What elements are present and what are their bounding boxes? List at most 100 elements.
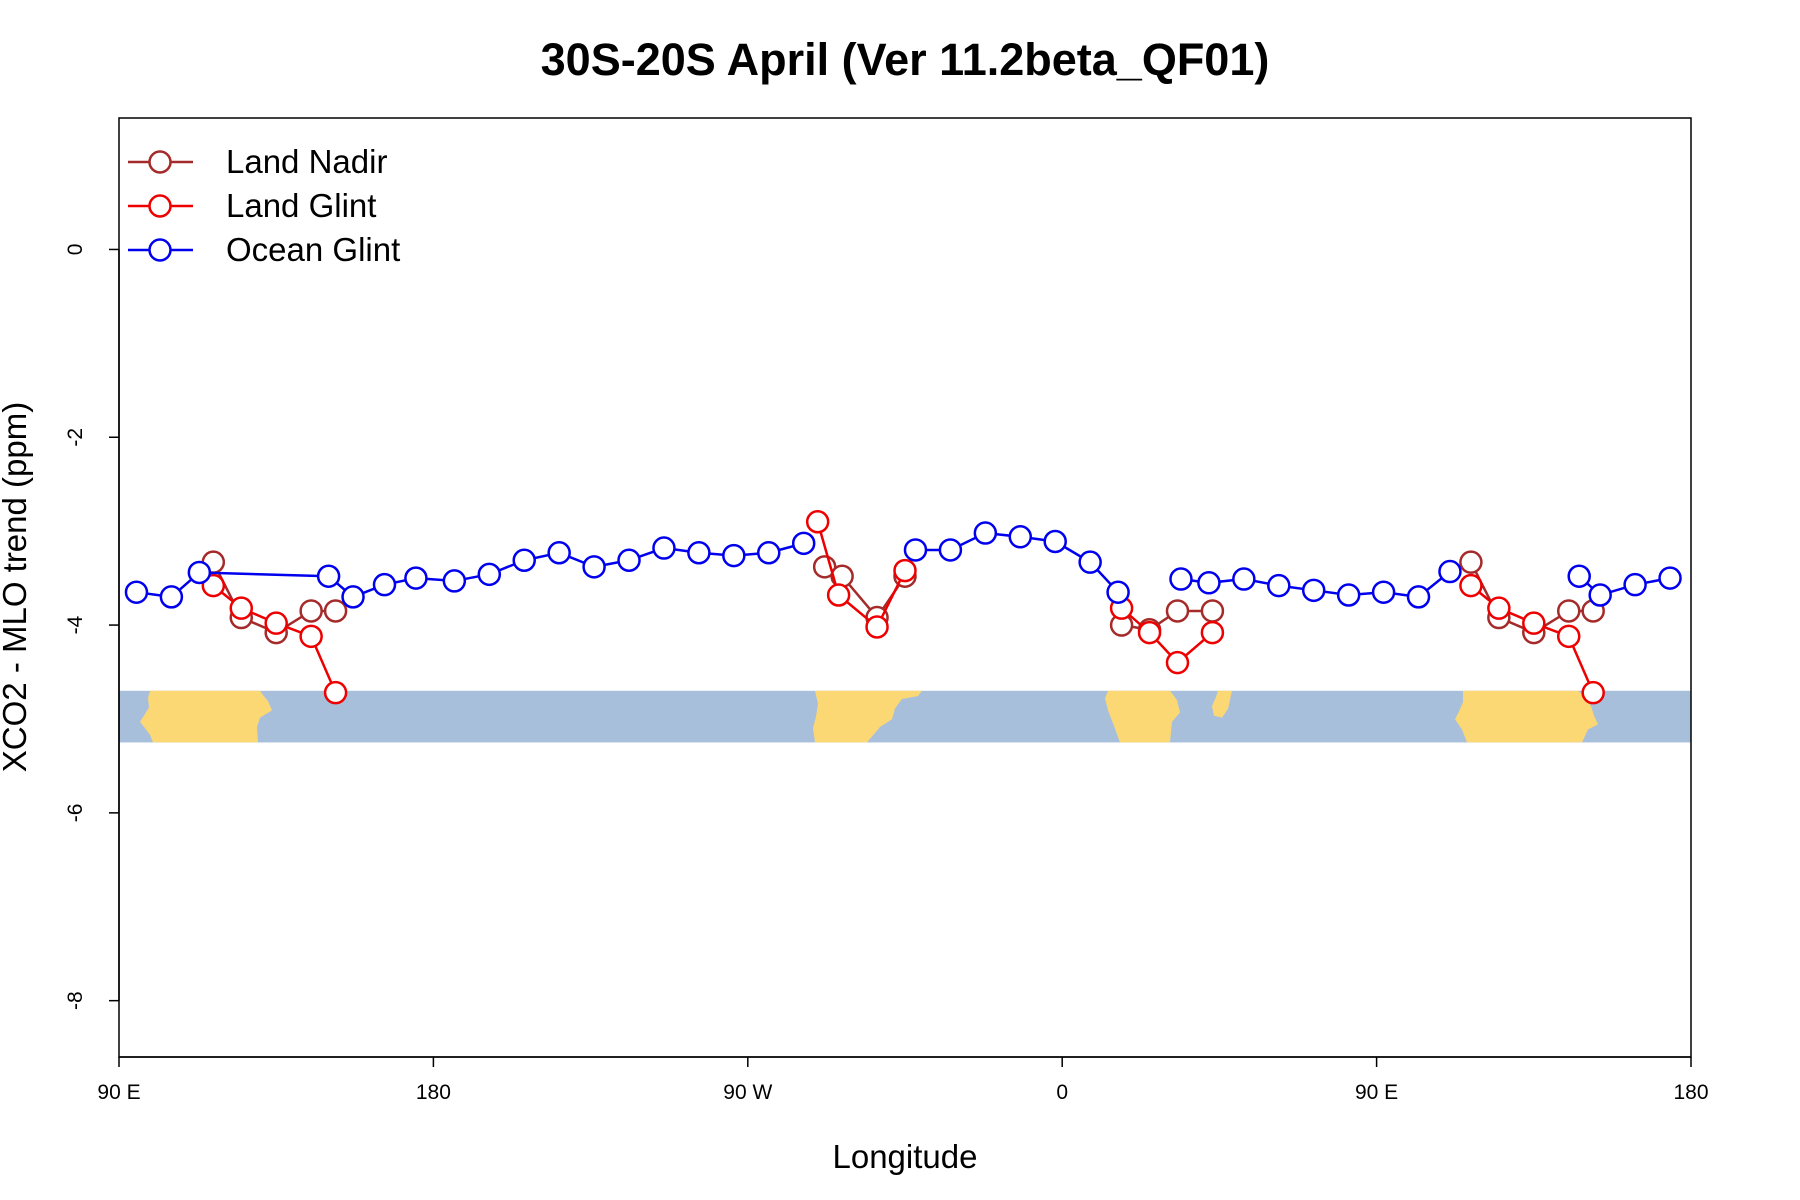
ocean-glint-point [652, 536, 676, 560]
ocean-glint-point [938, 538, 963, 562]
ocean-glint-point [187, 560, 212, 585]
ocean-glint-point [1197, 571, 1221, 595]
ocean-glint-point [903, 538, 928, 562]
legend-marker [148, 194, 172, 218]
ocean-glint-point [124, 580, 149, 604]
ocean-glint-point [1043, 529, 1067, 554]
series-land-glint [201, 510, 1605, 705]
land-glint-point [1137, 620, 1162, 645]
legend-label: Ocean Glint [226, 231, 400, 268]
ocean-glint-point [512, 548, 536, 573]
ocean-glint-point [316, 564, 341, 588]
land-nadir-point [1165, 599, 1190, 623]
ocean-glint-point [547, 541, 571, 565]
ocean-glint-point [159, 585, 184, 609]
legend-marker [148, 238, 172, 262]
land-shape [1105, 690, 1180, 743]
legend-item-ocean-glint: Ocean Glint [128, 231, 400, 268]
legend: Land Nadir Land Glint Ocean Glint [128, 143, 400, 268]
x-tick-label: 90 E [1355, 1081, 1398, 1104]
land-nadir-point [1459, 550, 1483, 574]
ocean-glint-point [1232, 567, 1256, 591]
ocean-band [119, 690, 1691, 743]
ocean-glint-point [1106, 580, 1130, 604]
land-glint-line [816, 521, 907, 629]
land-glint-point [1522, 611, 1546, 635]
x-axis-label: Longitude [833, 1138, 978, 1175]
land-glint-point [264, 611, 288, 635]
map-strip [119, 690, 1691, 743]
x-tick-label: 90 W [723, 1081, 772, 1104]
ocean-glint-point [687, 541, 711, 565]
x-tick-label: 180 [416, 1081, 451, 1104]
land-glint-point [1165, 650, 1190, 675]
ocean-glint-point [757, 541, 781, 565]
land-glint-point [865, 615, 889, 639]
legend-label: Land Nadir [226, 143, 387, 180]
x-tick-label: 0 [1056, 1081, 1068, 1104]
ocean-glint-point [973, 521, 998, 545]
land-glint-point [299, 624, 323, 649]
land-glint-point [201, 573, 226, 598]
ocean-glint-point [1336, 583, 1361, 607]
land-glint-point [323, 680, 348, 705]
land-glint-point [1556, 624, 1581, 649]
land-shape [813, 690, 922, 743]
ocean-glint-point [341, 585, 365, 609]
x-tick-label: 90 E [97, 1081, 140, 1104]
ocean-glint-point [1406, 585, 1431, 609]
ocean-glint-point [1588, 583, 1612, 607]
series-layer [124, 510, 1682, 705]
legend-item-land-nadir: Land Nadir [128, 143, 387, 180]
land-glint-line [1120, 607, 1214, 665]
land-shape [1212, 690, 1232, 718]
land-nadir-point [1556, 599, 1581, 623]
legend-marker [148, 150, 172, 174]
ocean-glint-point [477, 562, 502, 587]
y-axis: 0 -2 -4 -6 -8 [64, 244, 120, 1010]
ocean-glint-point [1008, 525, 1033, 549]
ocean-glint-point [1371, 580, 1396, 604]
ocean-glint-point [1658, 566, 1682, 590]
y-tick-label: -4 [64, 615, 87, 634]
land-nadir-line [1121, 609, 1213, 632]
x-tick-label: 180 [1673, 1081, 1708, 1104]
ocean-glint-point [442, 569, 467, 593]
land-glint-point [1200, 620, 1225, 645]
ocean-glint-point [372, 572, 397, 597]
ocean-glint-point [1267, 573, 1291, 598]
land-glint-point [805, 510, 830, 534]
y-tick-label: -8 [64, 991, 87, 1010]
series-ocean-glint [124, 521, 1682, 609]
land-nadir-point [323, 599, 348, 623]
ocean-glint-point [1567, 564, 1591, 588]
ocean-glint-line [1578, 575, 1671, 597]
land-glint-point [1459, 573, 1483, 598]
y-tick-label: -6 [64, 804, 87, 823]
ocean-glint-point [1169, 567, 1193, 591]
ocean-glint-point [1301, 578, 1326, 603]
land-shape [1455, 690, 1598, 743]
land-glint-point [1487, 596, 1511, 620]
ocean-glint-point [582, 555, 606, 579]
land-glint-point [1581, 680, 1605, 705]
y-tick-label: -2 [64, 428, 87, 447]
ocean-glint-point [617, 548, 641, 573]
y-axis-label: XCO2 - MLO trend (ppm) [0, 402, 33, 772]
legend-label: Land Glint [226, 187, 376, 224]
land-nadir-point [299, 599, 323, 623]
land-glint-point [229, 596, 254, 620]
y-tick-label: 0 [64, 244, 87, 256]
land-glint-point [893, 558, 917, 583]
land-glint-point [826, 583, 851, 607]
x-axis: 90 E 180 90 W 0 90 E 180 [97, 1056, 1709, 1104]
ocean-glint-point [404, 566, 428, 590]
ocean-glint-point [1078, 550, 1102, 574]
legend-item-land-glint: Land Glint [128, 187, 376, 224]
ocean-glint-point [1623, 572, 1647, 597]
land-nadir-point [1200, 599, 1225, 623]
ocean-glint-point [722, 543, 746, 568]
chart-title: 30S-20S April (Ver 11.2beta_QF01) [541, 34, 1270, 85]
land-shape [140, 690, 272, 743]
